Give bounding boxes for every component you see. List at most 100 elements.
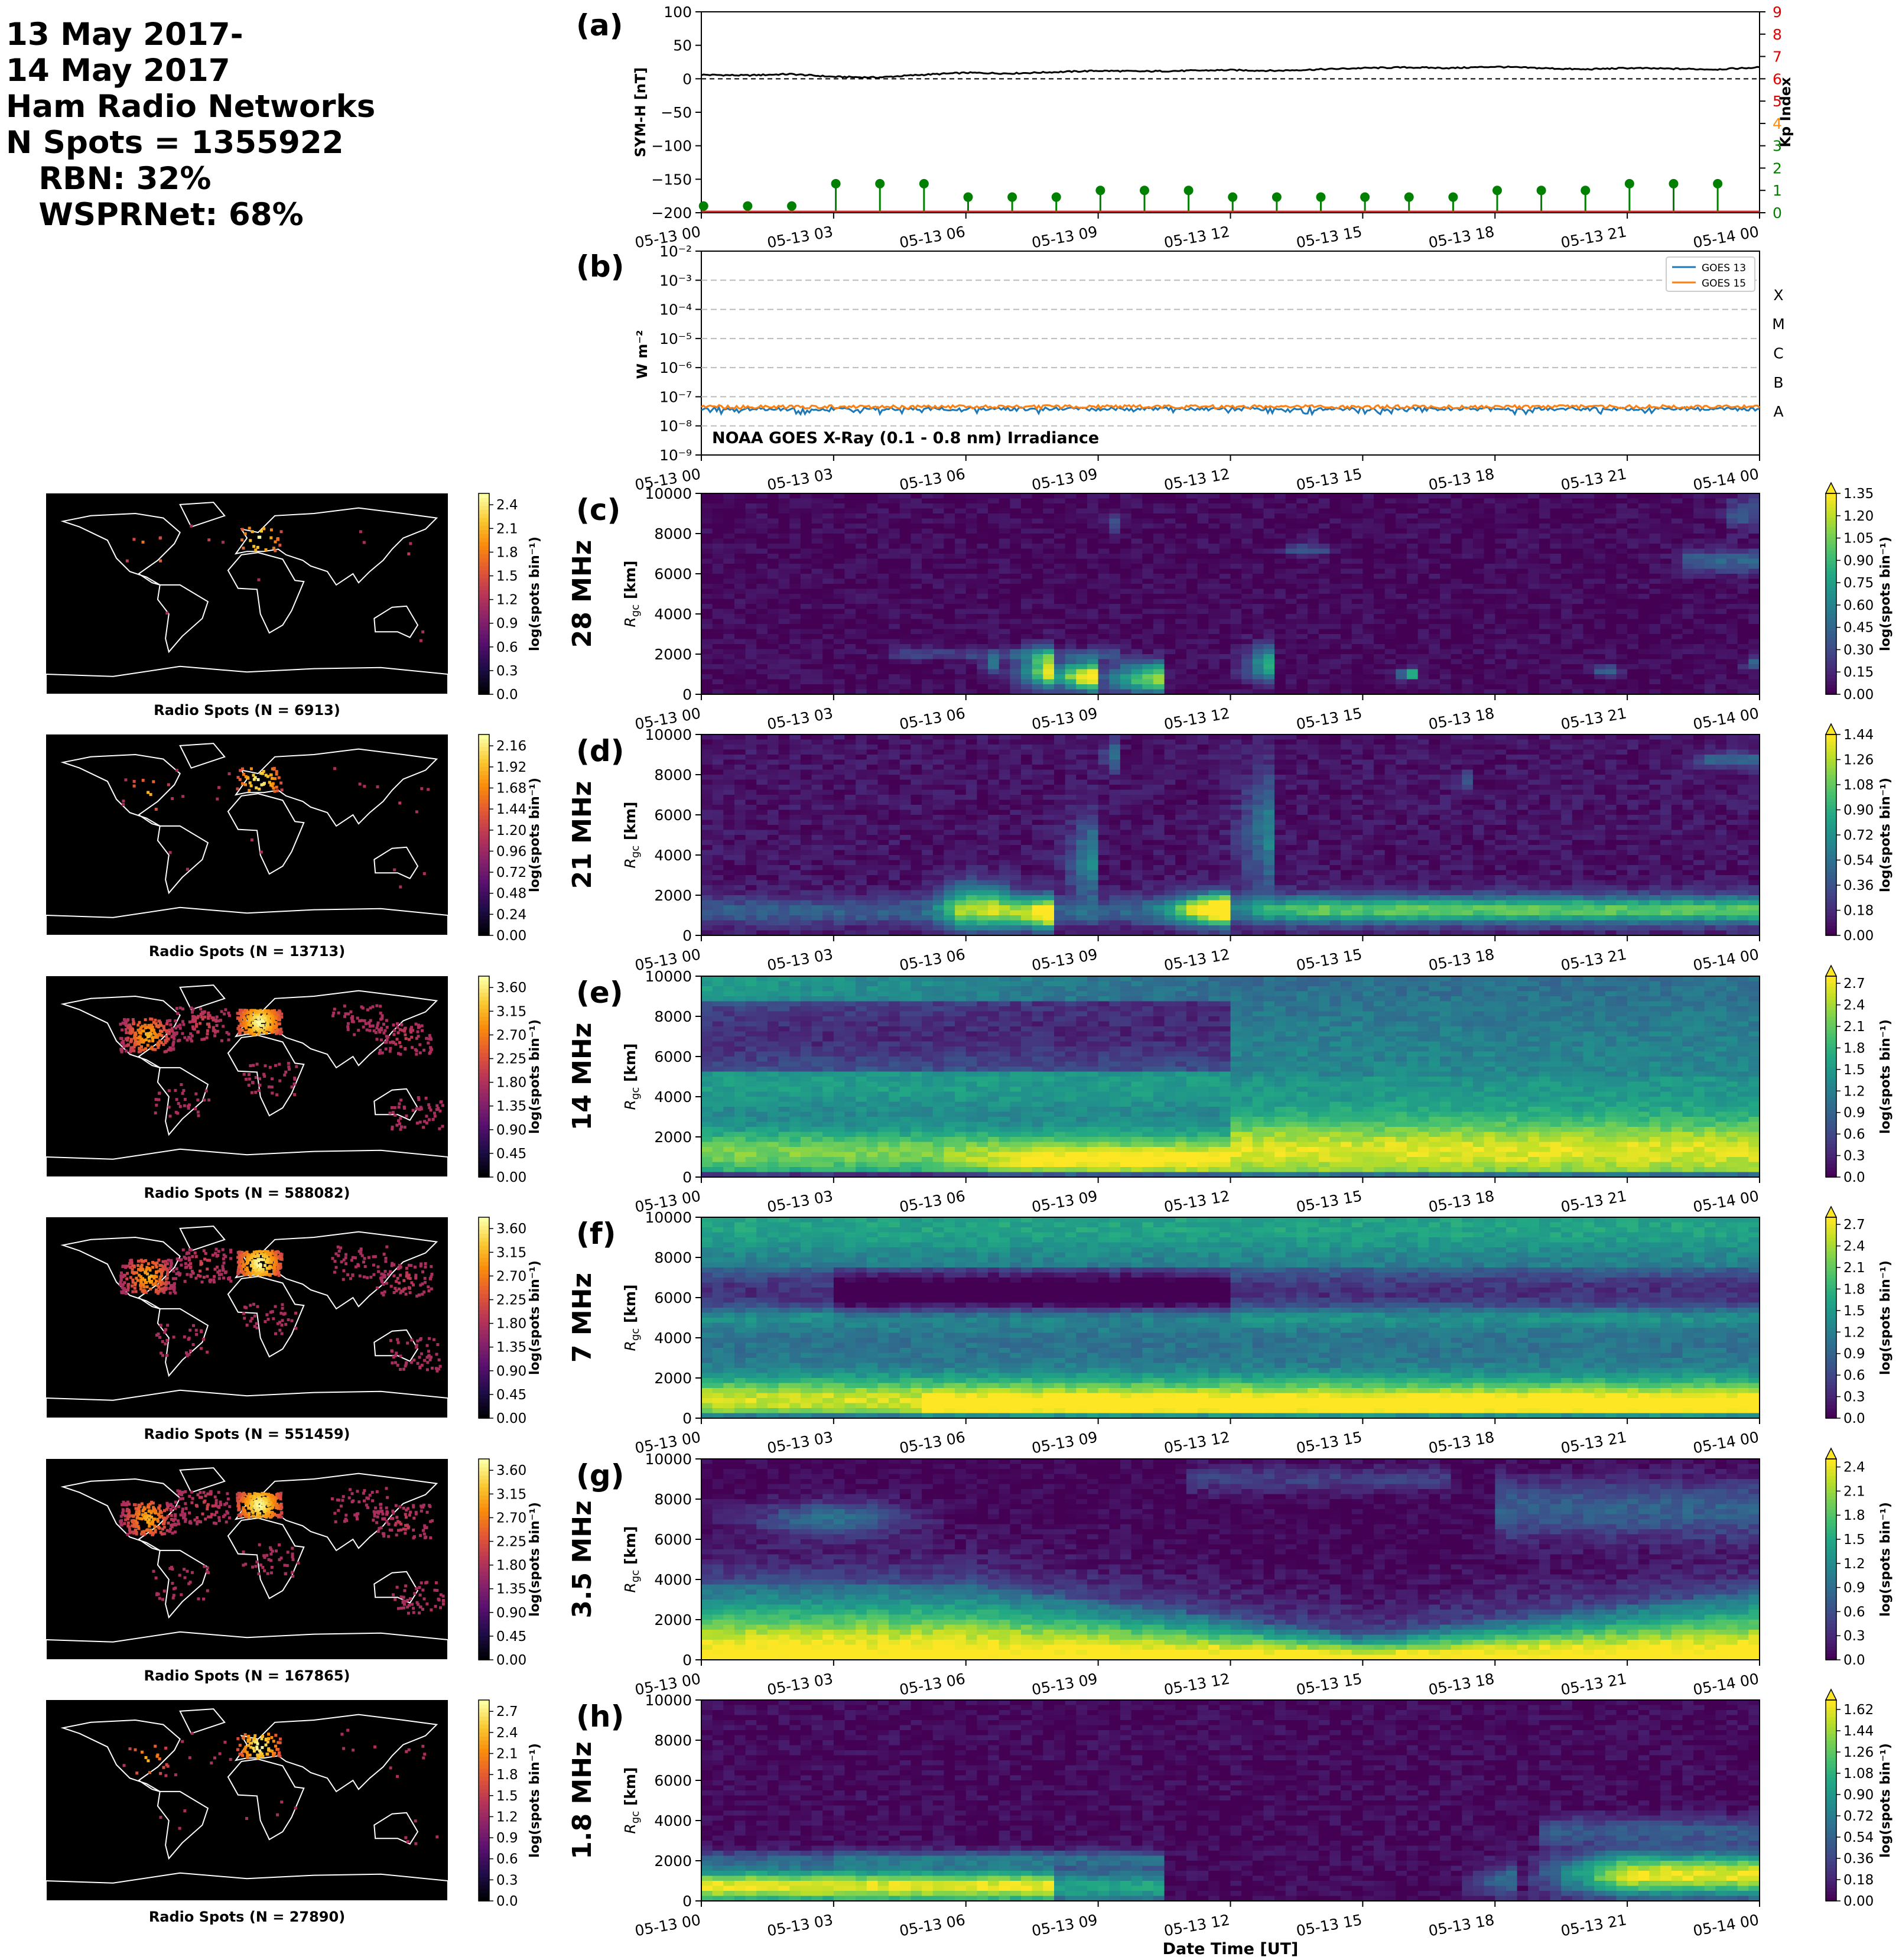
heatmap-cell <box>1407 654 1419 659</box>
heatmap-cell <box>1352 664 1364 669</box>
heatmap-cell <box>1451 549 1463 554</box>
heatmap-cell <box>955 554 967 559</box>
heatmap-cell <box>756 529 768 534</box>
spot-dot <box>252 545 255 548</box>
heatmap-cell <box>1517 599 1529 604</box>
heatmap-cell <box>756 880 768 886</box>
heatmap-cell <box>845 915 857 921</box>
heatmap-cell <box>1054 544 1066 549</box>
heatmap-cell <box>756 594 768 599</box>
heatmap-cell <box>1418 664 1430 669</box>
spot-dot <box>132 538 135 541</box>
panel-c-ytick-label: 2000 <box>654 646 692 663</box>
heatmap-cell <box>1550 619 1562 625</box>
heatmap-cell <box>1583 549 1595 554</box>
heatmap-cell <box>779 740 791 745</box>
heatmap-cell <box>789 499 801 504</box>
heatmap-cell <box>779 619 791 625</box>
heatmap-cell <box>834 604 846 609</box>
heatmap-cell <box>1329 493 1341 499</box>
heatmap-cell <box>701 654 713 659</box>
heatmap-cell <box>1693 503 1705 509</box>
heatmap-cell <box>1329 579 1341 584</box>
heatmap-cell <box>1385 594 1397 599</box>
heatmap-cell <box>845 639 857 645</box>
heatmap-cell <box>1726 503 1738 509</box>
heatmap-cell <box>1341 674 1352 680</box>
heatmap-cell <box>1561 684 1573 690</box>
heatmap-cell <box>1705 539 1716 544</box>
heatmap-cell <box>955 493 967 499</box>
heatmap-cell <box>1561 544 1573 549</box>
heatmap-cell <box>1220 544 1231 549</box>
heatmap-cell <box>1120 549 1132 554</box>
heatmap-cell <box>1638 579 1650 584</box>
heatmap-cell <box>1385 564 1397 569</box>
heatmap-cell <box>889 594 900 599</box>
heatmap-cell <box>1682 529 1694 534</box>
heatmap-cell <box>1693 509 1705 514</box>
heatmap-cell <box>1253 680 1264 685</box>
heatmap-cell <box>723 734 735 740</box>
colorbar-segment <box>1826 684 1836 688</box>
heatmap-cell <box>867 790 879 795</box>
heatmap-cell <box>1462 674 1474 680</box>
heatmap-cell <box>789 745 801 750</box>
panel-b-ylabel: W m⁻² <box>634 330 651 379</box>
heatmap-cell <box>1198 619 1209 625</box>
heatmap-cell <box>789 674 801 680</box>
heatmap-cell <box>1649 509 1661 514</box>
heatmap-cell <box>768 680 779 685</box>
heatmap-cell <box>1517 604 1529 609</box>
heatmap-cell <box>1065 639 1077 645</box>
heatmap-cell <box>1462 559 1474 564</box>
flare-class-label: C <box>1773 345 1783 362</box>
heatmap-cell <box>723 534 735 539</box>
heatmap-cell <box>900 825 912 830</box>
heatmap-cell <box>1076 680 1088 685</box>
heatmap-cell <box>723 810 735 815</box>
panel-b-ytick-label: 10⁻² <box>659 243 692 260</box>
heatmap-cell <box>1561 654 1573 659</box>
heatmap-cell <box>1572 599 1584 604</box>
colorbar-segment <box>1826 658 1836 662</box>
heatmap-cell <box>1142 659 1154 665</box>
heatmap-cell <box>746 559 757 564</box>
heatmap-cell <box>1660 499 1672 504</box>
heatmap-cell <box>789 740 801 745</box>
heatmap-cell <box>822 875 834 880</box>
heatmap-cell <box>1076 503 1088 509</box>
heatmap-cell <box>1605 549 1617 554</box>
heatmap-cell <box>1341 503 1352 509</box>
heatmap-cell <box>1550 680 1562 685</box>
heatmap-cell <box>1385 674 1397 680</box>
heatmap-cell <box>1241 614 1253 619</box>
heatmap-cell <box>1241 564 1253 569</box>
heatmap-cell <box>900 564 912 569</box>
heatmap-cell <box>889 905 900 911</box>
heatmap-cell <box>1715 594 1727 599</box>
heatmap-cell <box>1098 599 1110 604</box>
heatmap-cell <box>878 775 890 780</box>
heatmap-cell <box>801 790 812 795</box>
heatmap-cell <box>900 509 912 514</box>
heatmap-cell <box>955 529 967 534</box>
heatmap-cell <box>933 534 945 539</box>
heatmap-cell <box>1220 584 1231 589</box>
heatmap-cell <box>1672 564 1683 569</box>
heatmap-cell <box>1253 534 1264 539</box>
heatmap-cell <box>723 619 735 625</box>
heatmap-cell <box>1076 519 1088 524</box>
heatmap-cell <box>768 825 779 830</box>
heatmap-cell <box>1142 614 1154 619</box>
heatmap-cell <box>768 765 779 770</box>
heatmap-cell <box>801 554 812 559</box>
heatmap-cell <box>1374 629 1386 635</box>
heatmap-cell <box>1649 534 1661 539</box>
heatmap-cell <box>779 915 791 921</box>
heatmap-cell <box>713 609 724 615</box>
colorbar-tick-label: 0.0 <box>496 687 518 703</box>
heatmap-cell <box>789 850 801 856</box>
heatmap-cell <box>801 624 812 629</box>
heatmap-cell <box>1021 619 1033 625</box>
